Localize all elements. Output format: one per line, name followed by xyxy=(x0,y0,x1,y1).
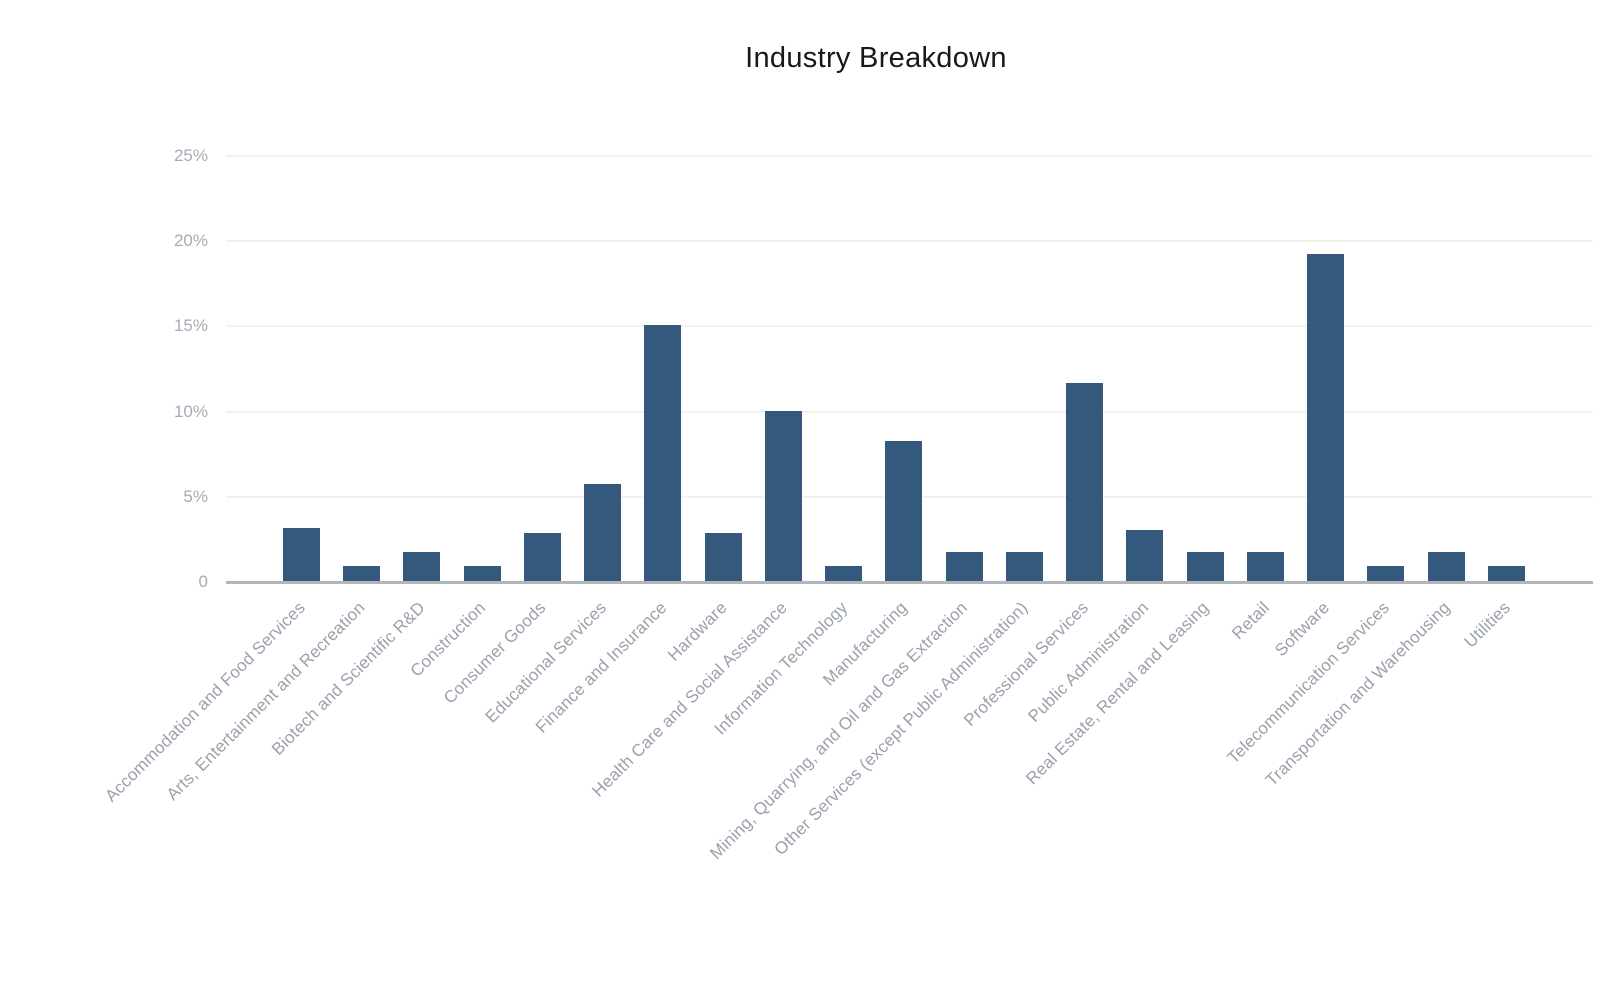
bar xyxy=(584,483,622,581)
x-axis-line xyxy=(226,581,1593,584)
bar xyxy=(1427,552,1465,581)
bar xyxy=(1367,565,1405,581)
bar xyxy=(1186,552,1224,581)
bar xyxy=(463,565,501,581)
bar xyxy=(644,325,682,581)
plot-area xyxy=(226,155,1593,584)
y-tick-label: 5% xyxy=(183,486,208,506)
bar xyxy=(704,533,742,581)
gridline-25 xyxy=(226,155,1593,157)
gridline-20 xyxy=(226,240,1593,243)
chart-title: Industry Breakdown xyxy=(745,42,1007,74)
x-category-label-text: Utilities xyxy=(1460,598,1514,652)
y-tick-label: 15% xyxy=(173,316,208,336)
bar xyxy=(1005,552,1043,581)
bar xyxy=(1126,529,1164,581)
x-category-label-text: Software xyxy=(1270,598,1333,661)
bar xyxy=(282,528,320,581)
bar xyxy=(764,410,802,581)
y-tick-label: 20% xyxy=(173,231,208,251)
gridline-10 xyxy=(226,410,1593,413)
y-tick-label: 0 xyxy=(198,572,208,591)
bar xyxy=(825,565,863,581)
x-category-label-text: Retail xyxy=(1227,598,1273,644)
bar xyxy=(885,441,923,581)
bar xyxy=(1066,383,1104,581)
y-tick-label: 10% xyxy=(173,401,208,421)
bar xyxy=(1246,552,1284,581)
bar xyxy=(945,552,983,581)
bar xyxy=(403,552,441,581)
bar xyxy=(343,565,381,581)
bar xyxy=(1487,565,1525,581)
bar xyxy=(1307,253,1345,581)
y-tick-label: 25% xyxy=(173,146,208,165)
x-category-label-text: Consumer Goods xyxy=(440,598,550,708)
bar xyxy=(523,533,561,581)
gridline-15 xyxy=(226,325,1593,328)
